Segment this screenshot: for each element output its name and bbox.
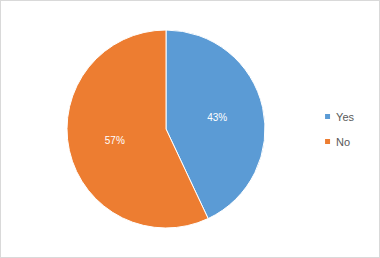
svg-text:57%: 57% <box>105 135 125 146</box>
svg-text:No: No <box>336 136 350 148</box>
svg-text:43%: 43% <box>207 112 227 123</box>
svg-text:Yes: Yes <box>336 111 354 123</box>
